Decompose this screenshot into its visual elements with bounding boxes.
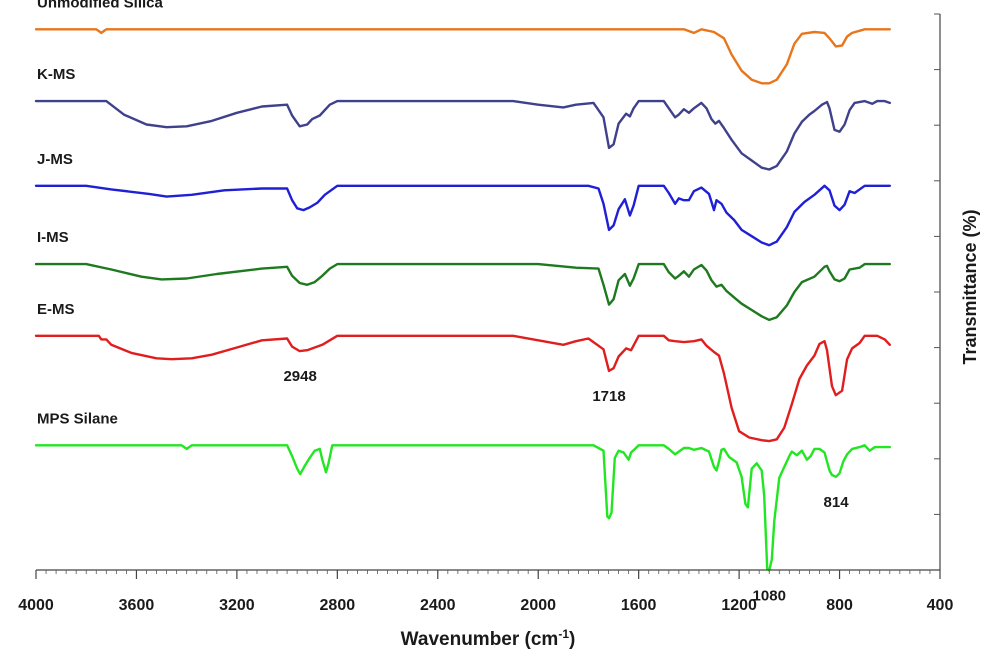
peak-annotation: 1718 bbox=[592, 388, 625, 405]
x-axis-title-close: ) bbox=[569, 629, 575, 650]
x-tick-label: 800 bbox=[826, 597, 853, 614]
series-label: Unmodified Silica bbox=[37, 0, 164, 11]
x-tick-label: 1200 bbox=[721, 597, 757, 614]
series-line bbox=[34, 184, 891, 247]
series-label: E-MS bbox=[37, 301, 75, 318]
series-line bbox=[34, 28, 891, 85]
series-line bbox=[34, 99, 891, 171]
x-tick-label: 4000 bbox=[18, 597, 54, 614]
x-tick-label: 3200 bbox=[219, 597, 255, 614]
series-label: J-MS bbox=[37, 151, 73, 168]
series-lines bbox=[34, 28, 891, 572]
y-axis-title: Transmittance (%) bbox=[960, 209, 980, 364]
x-tick-label: 1600 bbox=[621, 597, 657, 614]
axes: 4000 3600 3200 2800 2400 2000 1600 1200 800 400 bbox=[18, 13, 953, 614]
x-major-ticks bbox=[35, 570, 941, 579]
x-tick-label: 2000 bbox=[520, 597, 556, 614]
series-label: I-MS bbox=[37, 229, 69, 246]
x-tick-labels: 4000 3600 3200 2800 2400 2000 1600 1200 800 400 bbox=[18, 597, 953, 614]
x-tick-label: 400 bbox=[927, 597, 954, 614]
series-label: K-MS bbox=[37, 66, 75, 83]
peak-annotation: 814 bbox=[824, 494, 850, 511]
x-axis-title: Wavenumber (cm-1) bbox=[401, 627, 576, 650]
x-tick-label: 3600 bbox=[119, 597, 155, 614]
series-line bbox=[34, 262, 891, 322]
x-tick-label: 2400 bbox=[420, 597, 456, 614]
series-line bbox=[34, 334, 891, 443]
series-line bbox=[34, 444, 891, 572]
y-axis-ticks bbox=[934, 13, 940, 515]
x-axis-title-sup: -1 bbox=[558, 627, 569, 641]
peak-annotations: 2948 1718 1080 814 bbox=[283, 368, 849, 604]
x-axis-title-text: Wavenumber (cm bbox=[401, 629, 559, 650]
peak-annotation: 2948 bbox=[283, 368, 316, 385]
x-tick-label: 2800 bbox=[320, 597, 356, 614]
series-label: MPS Silane bbox=[37, 410, 118, 427]
series-labels: Unmodified Silica K-MS J-MS I-MS E-MS MPS Sil… bbox=[37, 0, 164, 427]
peak-annotation: 1080 bbox=[753, 587, 786, 604]
